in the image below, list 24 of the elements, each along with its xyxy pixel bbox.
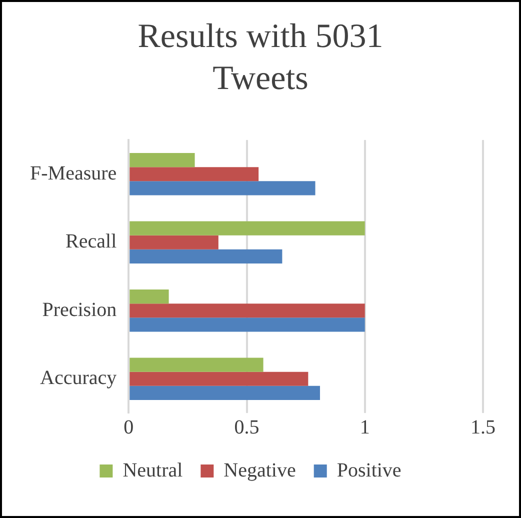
legend-label: Neutral	[122, 459, 184, 482]
bar	[130, 249, 282, 264]
legend-label: Negative	[224, 459, 296, 482]
x-tick-label: 0	[124, 416, 134, 438]
x-tick-label: 0.5	[234, 416, 260, 438]
bar	[130, 181, 316, 196]
y-tick-label: Precision	[42, 298, 117, 321]
bar	[130, 304, 365, 318]
bar	[130, 318, 365, 332]
bar	[130, 221, 365, 236]
y-tick-label: F-Measure	[30, 162, 117, 184]
y-tick-label: Accuracy	[40, 367, 117, 390]
y-tick-label: Recall	[66, 230, 118, 253]
bar	[130, 235, 218, 250]
bar	[130, 152, 195, 168]
x-tick-label: 1.5	[470, 416, 496, 438]
bar	[130, 372, 308, 386]
bar	[130, 167, 259, 182]
chart-title: Results with 5031 Tweets	[136, 17, 384, 99]
bar	[130, 386, 320, 400]
x-tick-label: 1	[360, 416, 370, 438]
legend-label: Positive	[336, 459, 402, 482]
bar	[130, 289, 169, 304]
bar	[130, 358, 264, 372]
